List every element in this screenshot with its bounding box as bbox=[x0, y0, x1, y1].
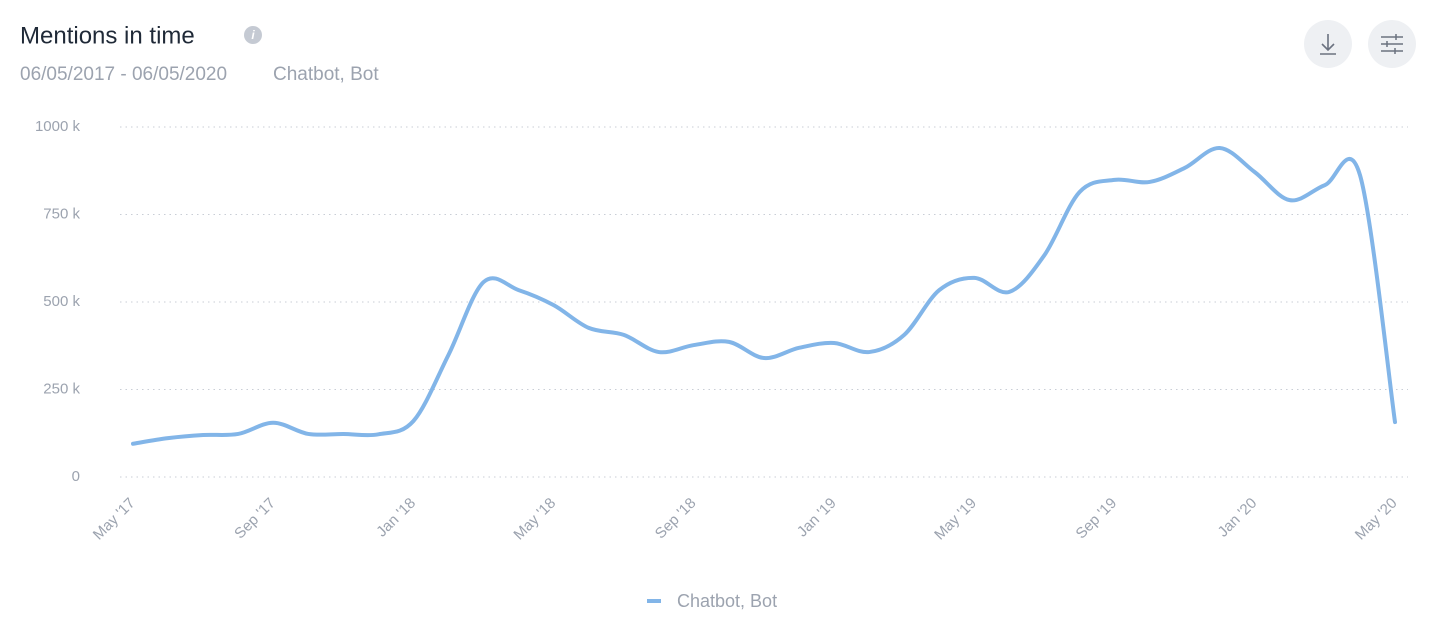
chart-title: Mentions in time bbox=[20, 22, 195, 49]
settings-button[interactable] bbox=[1368, 20, 1416, 68]
series-line bbox=[131, 146, 1397, 446]
y-tick-label: 750 k bbox=[43, 205, 80, 222]
settings-icon bbox=[1381, 34, 1403, 54]
download-icon bbox=[1320, 34, 1336, 55]
subtitle: 06/05/2017 - 06/05/2020 bbox=[20, 64, 227, 85]
info-icon[interactable]: i bbox=[244, 26, 262, 44]
legend-label: Chatbot, Bot bbox=[677, 591, 777, 611]
y-tick-label: 0 bbox=[72, 468, 80, 485]
query: Chatbot, Bot bbox=[273, 64, 379, 85]
x-tick-label: May '18 bbox=[510, 495, 559, 544]
x-tick-label: Jan '20 bbox=[1215, 495, 1261, 541]
x-tick-label: Sep '18 bbox=[652, 495, 700, 543]
download-button[interactable] bbox=[1304, 20, 1352, 68]
x-tick-label: Jan '18 bbox=[373, 495, 419, 541]
y-tick-label: 1000 k bbox=[35, 118, 81, 135]
x-tick-label: May '19 bbox=[931, 495, 980, 544]
y-tick-label: 250 k bbox=[43, 380, 80, 397]
y-tick-label: 500 k bbox=[43, 293, 80, 310]
x-tick-label: May '20 bbox=[1352, 495, 1401, 544]
svg-text:i: i bbox=[251, 28, 255, 42]
x-tick-label: Sep '19 bbox=[1073, 495, 1121, 543]
x-tick-label: Sep '17 bbox=[231, 495, 279, 543]
x-tick-label: Jan '19 bbox=[794, 495, 840, 541]
x-tick-label: May '17 bbox=[90, 495, 139, 544]
